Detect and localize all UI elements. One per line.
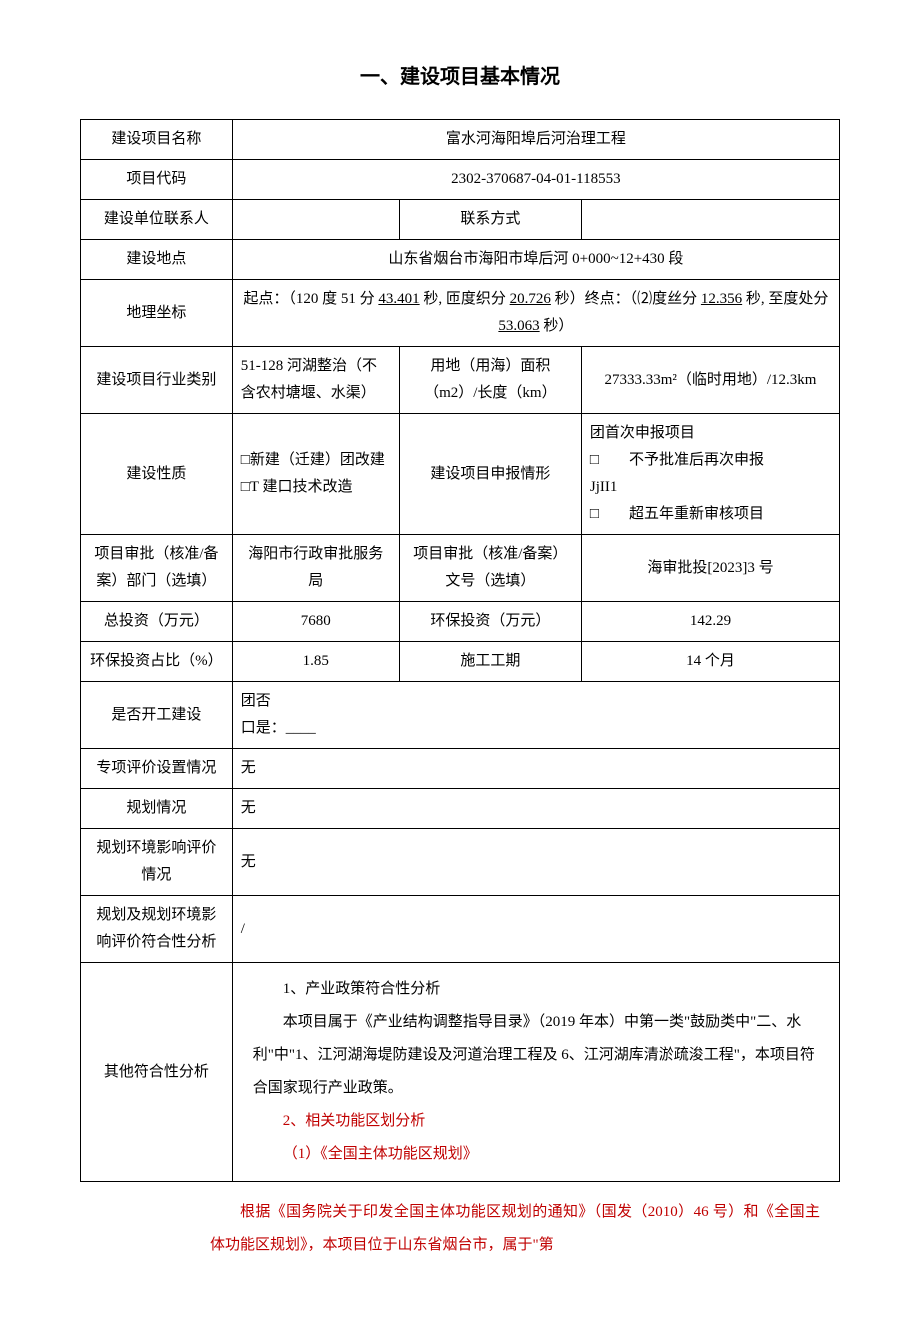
value-approval-doc: 海审批投[2023]3 号 <box>581 535 839 602</box>
value-plan-conform: / <box>232 896 839 963</box>
table-row: 建设项目行业类别 51-128 河湖整治（不含农村塘堰、水渠） 用地（用海）面积… <box>81 347 840 414</box>
value-coords: 起点：（120 度 51 分 43.401 秒, 匝度织分 20.726 秒）终… <box>232 280 839 347</box>
value-special-eval: 无 <box>232 749 839 789</box>
value-approval-dept: 海阳市行政审批服务局 <box>232 535 399 602</box>
table-row: 建设性质 □新建（迁建）团改建 □T 建口技术改造 建设项目申报情形 团首次申报… <box>81 414 840 535</box>
table-row: 地理坐标 起点：（120 度 51 分 43.401 秒, 匝度织分 20.72… <box>81 280 840 347</box>
label-project-code: 项目代码 <box>81 160 233 200</box>
nature-option: □T 建口技术改造 <box>241 474 391 501</box>
value-contact-method <box>581 200 839 240</box>
table-row: 建设单位联系人 联系方式 <box>81 200 840 240</box>
project-info-table: 建设项目名称 富水河海阳埠后河治理工程 项目代码 2302-370687-04-… <box>80 119 840 1182</box>
page-title: 一、建设项目基本情况 <box>80 60 840 89</box>
coords-text: 起点：（120 度 51 分 <box>243 291 378 307</box>
table-row: 是否开工建设 团否 口是：____ <box>81 682 840 749</box>
label-contact-person: 建设单位联系人 <box>81 200 233 240</box>
coords-sec2: 20.726 <box>510 291 551 307</box>
label-env-invest: 环保投资（万元） <box>399 602 581 642</box>
coords-sec4: 53.063 <box>498 318 539 334</box>
label-env-ratio: 环保投资占比（%） <box>81 642 233 682</box>
footer-paragraph: 根据《国务院关于印发全国主体功能区规划的通知》（国发（2010）46 号）和《全… <box>210 1196 820 1262</box>
analysis-heading: 1、产业政策符合性分析 <box>253 973 819 1006</box>
value-contact-person <box>232 200 399 240</box>
label-declare: 建设项目申报情形 <box>399 414 581 535</box>
started-no-option: 团否 <box>241 688 831 715</box>
label-industry: 建设项目行业类别 <box>81 347 233 414</box>
label-project-name: 建设项目名称 <box>81 120 233 160</box>
value-location: 山东省烟台市海阳市埠后河 0+000~12+430 段 <box>232 240 839 280</box>
nature-option: □新建（迁建）团改建 <box>241 447 391 474</box>
table-row: 建设项目名称 富水河海阳埠后河治理工程 <box>81 120 840 160</box>
declare-option: JjII1 <box>590 474 831 501</box>
table-row: 专项评价设置情况 无 <box>81 749 840 789</box>
coords-text: 秒）终点：（⑵度丝分 <box>551 291 701 307</box>
declare-option: □ 不予批准后再次申报 <box>590 447 831 474</box>
label-other-analysis: 其他符合性分析 <box>81 963 233 1182</box>
coords-text: 秒） <box>540 318 574 334</box>
label-period: 施工工期 <box>399 642 581 682</box>
label-plan-env: 规划环境影响评价情况 <box>81 829 233 896</box>
label-nature: 建设性质 <box>81 414 233 535</box>
label-total-invest: 总投资（万元） <box>81 602 233 642</box>
value-nature: □新建（迁建）团改建 □T 建口技术改造 <box>232 414 399 535</box>
label-location: 建设地点 <box>81 240 233 280</box>
value-industry: 51-128 河湖整治（不含农村塘堰、水渠） <box>232 347 399 414</box>
coords-sec3: 12.356 <box>701 291 742 307</box>
label-approval-dept: 项目审批（核准/备案）部门（选填） <box>81 535 233 602</box>
value-plan-env: 无 <box>232 829 839 896</box>
label-started: 是否开工建设 <box>81 682 233 749</box>
value-env-invest: 142.29 <box>581 602 839 642</box>
table-row: 总投资（万元） 7680 环保投资（万元） 142.29 <box>81 602 840 642</box>
value-env-ratio: 1.85 <box>232 642 399 682</box>
value-declare: 团首次申报项目 □ 不予批准后再次申报 JjII1 □ 超五年重新审核项目 <box>581 414 839 535</box>
table-row: 项目审批（核准/备案）部门（选填） 海阳市行政审批服务局 项目审批（核准/备案）… <box>81 535 840 602</box>
label-plan: 规划情况 <box>81 789 233 829</box>
analysis-subheading-red: （1）《全国主体功能区规划》 <box>253 1138 819 1171</box>
analysis-heading-red: 2、相关功能区划分析 <box>253 1105 819 1138</box>
value-other-analysis: 1、产业政策符合性分析 本项目属于《产业结构调整指导目录》（2019 年本）中第… <box>232 963 839 1182</box>
table-row: 规划情况 无 <box>81 789 840 829</box>
value-project-name: 富水河海阳埠后河治理工程 <box>232 120 839 160</box>
value-land: 27333.33m²（临时用地）/12.3km <box>581 347 839 414</box>
declare-option: 团首次申报项目 <box>590 420 831 447</box>
declare-option: □ 超五年重新审核项目 <box>590 501 831 528</box>
label-coords: 地理坐标 <box>81 280 233 347</box>
coords-sec1: 43.401 <box>378 291 419 307</box>
table-row: 规划环境影响评价情况 无 <box>81 829 840 896</box>
started-yes-option: 口是：____ <box>241 715 831 742</box>
value-period: 14 个月 <box>581 642 839 682</box>
coords-text: 秒, 匝度织分 <box>420 291 510 307</box>
table-row: 项目代码 2302-370687-04-01-118553 <box>81 160 840 200</box>
label-approval-doc: 项目审批（核准/备案）文号（选填） <box>399 535 581 602</box>
analysis-paragraph: 本项目属于《产业结构调整指导目录》（2019 年本）中第一类"鼓励类中"二、水利… <box>253 1006 819 1105</box>
coords-text: 秒, 至度处分 <box>742 291 828 307</box>
table-row: 建设地点 山东省烟台市海阳市埠后河 0+000~12+430 段 <box>81 240 840 280</box>
label-special-eval: 专项评价设置情况 <box>81 749 233 789</box>
label-contact-method: 联系方式 <box>399 200 581 240</box>
table-row: 其他符合性分析 1、产业政策符合性分析 本项目属于《产业结构调整指导目录》（20… <box>81 963 840 1182</box>
value-total-invest: 7680 <box>232 602 399 642</box>
label-land: 用地（用海）面积（m2）/长度（km） <box>399 347 581 414</box>
table-row: 环保投资占比（%） 1.85 施工工期 14 个月 <box>81 642 840 682</box>
value-plan: 无 <box>232 789 839 829</box>
label-plan-conform: 规划及规划环境影响评价符合性分析 <box>81 896 233 963</box>
value-started: 团否 口是：____ <box>232 682 839 749</box>
value-project-code: 2302-370687-04-01-118553 <box>232 160 839 200</box>
table-row: 规划及规划环境影响评价符合性分析 / <box>81 896 840 963</box>
